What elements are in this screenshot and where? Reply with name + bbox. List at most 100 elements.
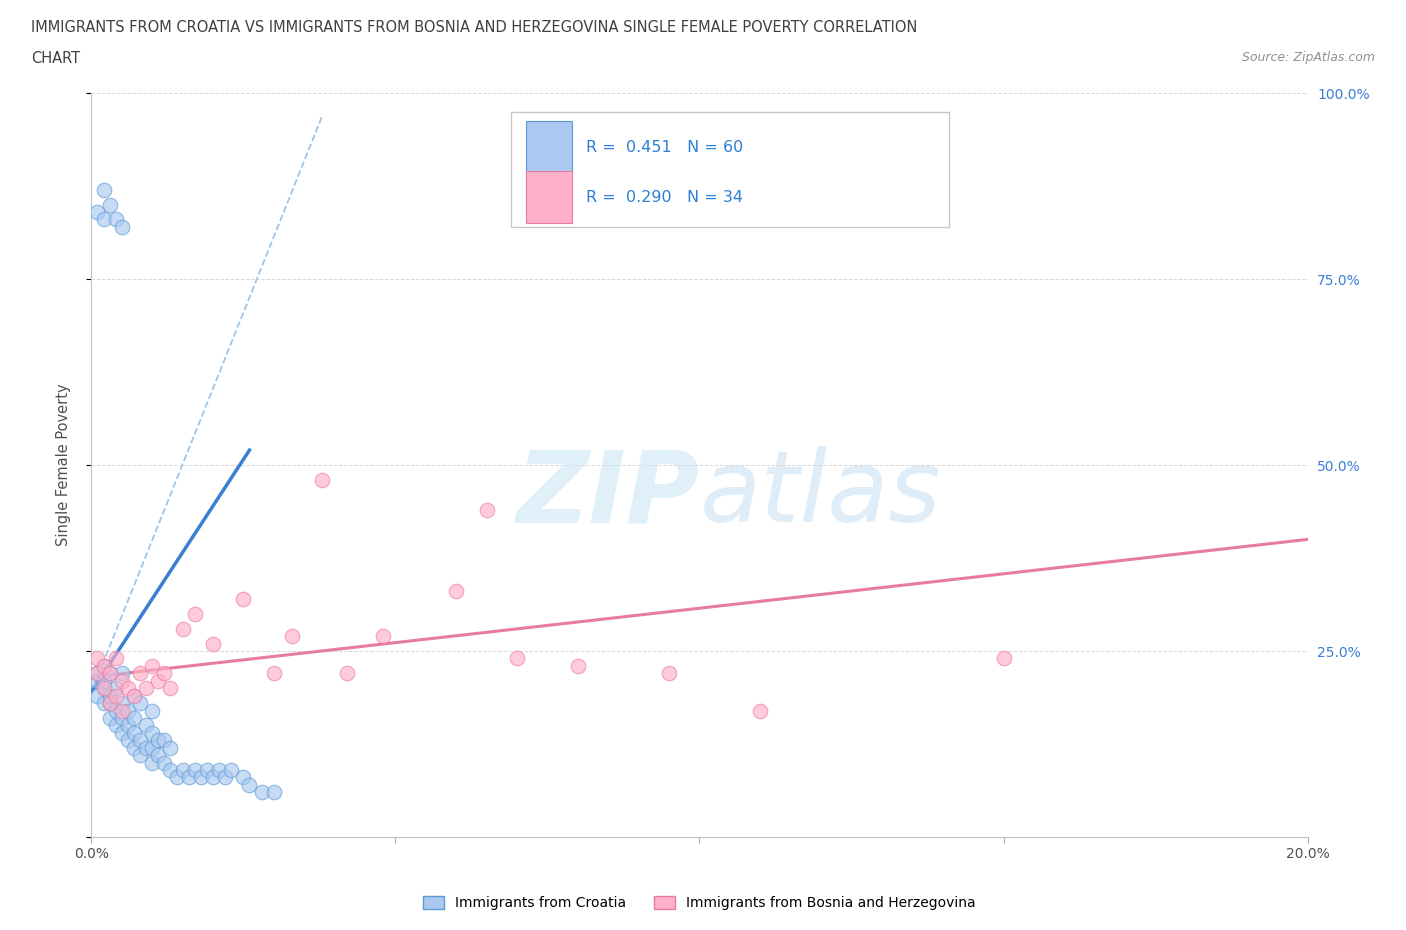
Text: CHART: CHART xyxy=(31,51,80,66)
Point xyxy=(475,502,498,517)
FancyBboxPatch shape xyxy=(526,121,572,173)
Point xyxy=(232,591,254,606)
Point xyxy=(141,740,163,755)
Point xyxy=(148,673,170,688)
Point xyxy=(373,629,395,644)
Point xyxy=(141,703,163,718)
Point xyxy=(263,666,285,681)
Legend: Immigrants from Croatia, Immigrants from Bosnia and Herzegovina: Immigrants from Croatia, Immigrants from… xyxy=(418,891,981,916)
Point xyxy=(98,711,121,725)
Point xyxy=(104,688,127,703)
Text: IMMIGRANTS FROM CROATIA VS IMMIGRANTS FROM BOSNIA AND HERZEGOVINA SINGLE FEMALE : IMMIGRANTS FROM CROATIA VS IMMIGRANTS FR… xyxy=(31,20,917,35)
Point xyxy=(129,748,152,763)
Point xyxy=(129,733,152,748)
Point xyxy=(135,718,157,733)
Point xyxy=(93,696,115,711)
Point xyxy=(172,763,194,777)
Point xyxy=(172,621,194,636)
Point xyxy=(219,763,242,777)
Point xyxy=(93,212,115,227)
Point xyxy=(129,696,152,711)
Point xyxy=(202,770,225,785)
Point xyxy=(202,636,225,651)
Point xyxy=(567,658,589,673)
Point xyxy=(177,770,200,785)
Point xyxy=(111,725,134,740)
Point xyxy=(111,696,134,711)
Text: R =  0.451   N = 60: R = 0.451 N = 60 xyxy=(586,140,744,154)
Point xyxy=(184,606,207,621)
Point xyxy=(122,688,145,703)
Point xyxy=(86,666,108,681)
Point xyxy=(444,584,467,599)
Point xyxy=(93,673,115,688)
Point xyxy=(93,681,115,696)
Point xyxy=(311,472,333,487)
Point xyxy=(190,770,212,785)
Point xyxy=(250,785,273,800)
Point xyxy=(658,666,681,681)
Point xyxy=(129,666,152,681)
Point xyxy=(111,673,134,688)
Point xyxy=(166,770,188,785)
Point xyxy=(98,696,121,711)
Point xyxy=(141,658,163,673)
Point xyxy=(93,658,115,673)
Point xyxy=(104,651,127,666)
Point xyxy=(93,658,115,673)
Point xyxy=(122,688,145,703)
Point xyxy=(98,666,121,681)
Point xyxy=(93,681,115,696)
Point xyxy=(122,711,145,725)
Point xyxy=(153,666,176,681)
Point xyxy=(208,763,231,777)
Point xyxy=(232,770,254,785)
Point xyxy=(117,718,139,733)
Point xyxy=(159,763,181,777)
Point xyxy=(98,688,121,703)
Point xyxy=(506,651,529,666)
Point xyxy=(122,725,145,740)
Text: Source: ZipAtlas.com: Source: ZipAtlas.com xyxy=(1241,51,1375,64)
Point xyxy=(238,777,260,792)
Point xyxy=(122,740,145,755)
Point xyxy=(104,681,127,696)
Text: R =  0.290   N = 34: R = 0.290 N = 34 xyxy=(586,190,744,205)
Point xyxy=(135,740,157,755)
Text: ZIP: ZIP xyxy=(516,446,699,543)
Point xyxy=(111,703,134,718)
Point xyxy=(104,703,127,718)
Point xyxy=(86,688,108,703)
Point xyxy=(104,212,127,227)
Point xyxy=(86,673,108,688)
Point xyxy=(117,703,139,718)
Point xyxy=(98,666,121,681)
Point xyxy=(93,182,115,197)
Point xyxy=(86,666,108,681)
Point xyxy=(749,703,772,718)
Point xyxy=(104,718,127,733)
Point xyxy=(184,763,207,777)
Point xyxy=(281,629,304,644)
Point xyxy=(141,755,163,770)
Text: atlas: atlas xyxy=(699,446,941,543)
Point xyxy=(214,770,236,785)
Y-axis label: Single Female Poverty: Single Female Poverty xyxy=(56,384,70,546)
Point xyxy=(195,763,218,777)
Point xyxy=(336,666,359,681)
Point xyxy=(86,205,108,219)
FancyBboxPatch shape xyxy=(510,112,949,227)
Point xyxy=(148,748,170,763)
FancyBboxPatch shape xyxy=(526,171,572,223)
Point xyxy=(263,785,285,800)
Point xyxy=(148,733,170,748)
Point xyxy=(993,651,1015,666)
Point xyxy=(153,755,176,770)
Point xyxy=(159,740,181,755)
Point xyxy=(135,681,157,696)
Point xyxy=(86,651,108,666)
Point xyxy=(141,725,163,740)
Point xyxy=(153,733,176,748)
Point xyxy=(111,219,134,234)
Point xyxy=(98,197,121,212)
